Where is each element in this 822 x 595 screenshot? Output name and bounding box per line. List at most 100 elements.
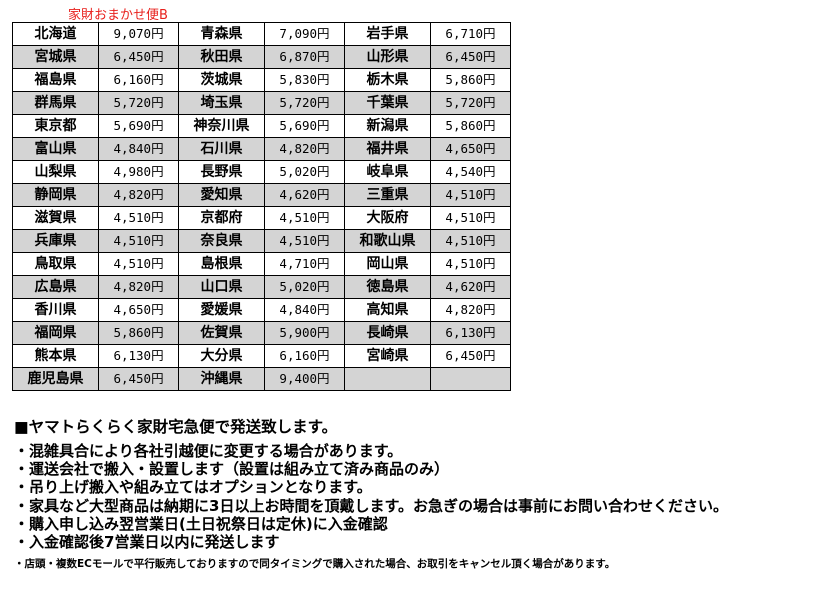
prefecture-cell <box>343 367 432 391</box>
price-cell: 5,690円 <box>98 114 179 138</box>
price-cell: 7,090円 <box>264 22 345 46</box>
prefecture-cell: 東京都 <box>11 114 100 138</box>
prefecture-cell: 鹿児島県 <box>11 367 100 391</box>
prefecture-cell: 兵庫県 <box>11 229 100 253</box>
prefecture-cell: 奈良県 <box>177 229 266 253</box>
price-cell: 6,710円 <box>430 22 511 46</box>
table-row: 福島県 6,160円 茨城県 5,830円 栃木県 5,860円 <box>11 68 511 92</box>
price-cell: 5,830円 <box>264 68 345 92</box>
price-cell: 4,650円 <box>98 298 179 322</box>
bullet-list: ・混雑具合により各社引越便に変更する場合があります。 ・運送会社で搬入・設置しま… <box>14 442 728 551</box>
bullet-item: ・混雑具合により各社引越便に変更する場合があります。 <box>14 442 403 460</box>
prefecture-cell: 愛知県 <box>177 183 266 207</box>
prefecture-cell: 山形県 <box>343 45 432 69</box>
prefecture-cell: 埼玉県 <box>177 91 266 115</box>
prefecture-cell: 和歌山県 <box>343 229 432 253</box>
prefecture-cell: 山梨県 <box>11 160 100 184</box>
price-cell: 4,840円 <box>98 137 179 161</box>
price-cell: 9,070円 <box>98 22 179 46</box>
price-cell: 5,900円 <box>264 321 345 345</box>
price-cell: 5,020円 <box>264 160 345 184</box>
price-cell <box>430 367 511 391</box>
table-row: 東京都 5,690円 神奈川県 5,690円 新潟県 5,860円 <box>11 114 511 138</box>
price-cell: 4,510円 <box>430 252 511 276</box>
prefecture-cell: 宮崎県 <box>343 344 432 368</box>
prefecture-cell: 静岡県 <box>11 183 100 207</box>
prefecture-cell: 徳島県 <box>343 275 432 299</box>
prefecture-cell: 秋田県 <box>177 45 266 69</box>
prefecture-cell: 青森県 <box>177 22 266 46</box>
prefecture-cell: 福井県 <box>343 137 432 161</box>
prefecture-cell: 新潟県 <box>343 114 432 138</box>
price-cell: 5,860円 <box>430 68 511 92</box>
table-row: 宮城県 6,450円 秋田県 6,870円 山形県 6,450円 <box>11 45 511 69</box>
prefecture-cell: 高知県 <box>343 298 432 322</box>
price-cell: 4,620円 <box>264 183 345 207</box>
prefecture-cell: 大阪府 <box>343 206 432 230</box>
prefecture-cell: 群馬県 <box>11 91 100 115</box>
shipping-fee-table: 北海道 9,070円 青森県 7,090円 岩手県 6,710円 宮城県 6,450円 秋田県 6… <box>11 22 511 391</box>
price-cell: 5,860円 <box>430 114 511 138</box>
bullet-item: ・購入申し込み翌営業日(土日祝祭日は定休)に入金確認 <box>14 514 388 533</box>
price-cell: 4,510円 <box>430 206 511 230</box>
table-row: 滋賀県 4,510円 京都府 4,510円 大阪府 4,510円 <box>11 206 511 230</box>
table-row: 鹿児島県 6,450円 沖縄県 9,400円 <box>11 367 511 391</box>
table-title: 家財おまかせ便B <box>68 8 168 23</box>
price-cell: 4,510円 <box>264 206 345 230</box>
prefecture-cell: 茨城県 <box>177 68 266 92</box>
bullet-item: ・吊り上げ搬入や組み立てはオプションとなります。 <box>14 478 372 497</box>
prefecture-cell: 富山県 <box>11 137 100 161</box>
table-row: 静岡県 4,820円 愛知県 4,620円 三重県 4,510円 <box>11 183 511 207</box>
table-row: 富山県 4,840円 石川県 4,820円 福井県 4,650円 <box>11 137 511 161</box>
table-row: 群馬県 5,720円 埼玉県 5,720円 千葉県 5,720円 <box>11 91 511 115</box>
prefecture-cell: 岐阜県 <box>343 160 432 184</box>
price-cell: 6,130円 <box>430 321 511 345</box>
price-cell: 6,130円 <box>98 344 179 368</box>
prefecture-cell: 宮城県 <box>11 45 100 69</box>
price-cell: 4,540円 <box>430 160 511 184</box>
price-cell: 6,450円 <box>430 45 511 69</box>
table-row: 鳥取県 4,510円 島根県 4,710円 岡山県 4,510円 <box>11 252 511 276</box>
prefecture-cell: 長野県 <box>177 160 266 184</box>
price-cell: 4,510円 <box>264 229 345 253</box>
price-cell: 4,820円 <box>264 137 345 161</box>
price-cell: 4,510円 <box>430 229 511 253</box>
price-cell: 5,720円 <box>98 91 179 115</box>
prefecture-cell: 熊本県 <box>11 344 100 368</box>
prefecture-cell: 福島県 <box>11 68 100 92</box>
prefecture-cell: 栃木県 <box>343 68 432 92</box>
prefecture-cell: 鳥取県 <box>11 252 100 276</box>
price-cell: 4,820円 <box>98 275 179 299</box>
price-cell: 6,450円 <box>98 45 179 69</box>
prefecture-cell: 佐賀県 <box>177 321 266 345</box>
price-cell: 6,450円 <box>430 344 511 368</box>
shipping-heading: ■ヤマトらくらく家財宅急便で発送致します。 <box>14 418 338 436</box>
prefecture-cell: 愛媛県 <box>177 298 266 322</box>
price-cell: 5,720円 <box>430 91 511 115</box>
price-cell: 4,980円 <box>98 160 179 184</box>
price-cell: 4,510円 <box>98 229 179 253</box>
prefecture-cell: 千葉県 <box>343 91 432 115</box>
bullet-item: ・入金確認後7営業日以内に発送します <box>14 533 280 552</box>
bullet-item: ・運送会社で搬入・設置します（設置は組み立て済み商品のみ） <box>14 460 450 479</box>
price-cell: 4,620円 <box>430 275 511 299</box>
prefecture-cell: 島根県 <box>177 252 266 276</box>
price-cell: 4,510円 <box>430 183 511 207</box>
prefecture-cell: 福岡県 <box>11 321 100 345</box>
table-row: 広島県 4,820円 山口県 5,020円 徳島県 4,620円 <box>11 275 511 299</box>
prefecture-cell: 岩手県 <box>343 22 432 46</box>
price-cell: 4,710円 <box>264 252 345 276</box>
cancellation-note: ・店頭・複数ECモールで平行販売しておりますので同タイミングで購入された場合、お… <box>14 558 616 570</box>
price-cell: 6,450円 <box>98 367 179 391</box>
price-cell: 4,510円 <box>98 252 179 276</box>
price-cell: 5,690円 <box>264 114 345 138</box>
price-cell: 4,650円 <box>430 137 511 161</box>
prefecture-cell: 沖縄県 <box>177 367 266 391</box>
bullet-item: ・家具など大型商品は納期に3日以上お時間を頂戴します。お急ぎの場合は事前にお問い… <box>14 496 728 515</box>
prefecture-cell: 滋賀県 <box>11 206 100 230</box>
prefecture-cell: 大分県 <box>177 344 266 368</box>
price-cell: 4,820円 <box>430 298 511 322</box>
table-row: 北海道 9,070円 青森県 7,090円 岩手県 6,710円 <box>11 22 511 46</box>
prefecture-cell: 京都府 <box>177 206 266 230</box>
prefecture-cell: 山口県 <box>177 275 266 299</box>
